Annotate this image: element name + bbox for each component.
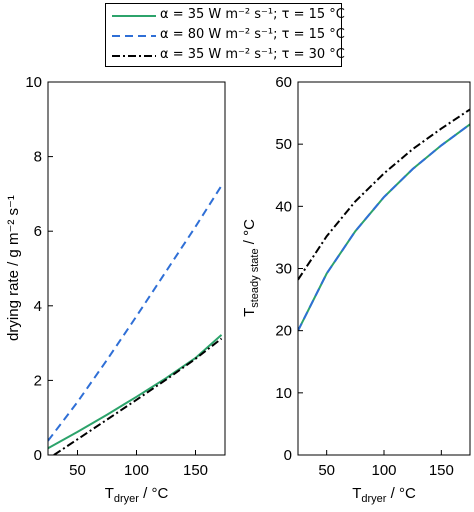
x-axis-label-unit: / °C	[386, 485, 416, 502]
y-tick-label: 10	[25, 74, 42, 91]
y-tick-label: 40	[275, 198, 292, 215]
y-tick-label: 30	[275, 261, 292, 278]
x-axis-label-sub: dryer	[114, 493, 139, 505]
y-tick-label: 4	[34, 298, 42, 315]
legend-label: α = 80 W m⁻² s⁻¹; τ = 15 °C	[160, 27, 345, 42]
legend-swatch-solid	[112, 15, 156, 17]
legend: α = 35 W m⁻² s⁻¹; τ = 15 °C α = 80 W m⁻²…	[105, 3, 345, 67]
y-tick-label: 0	[34, 447, 42, 464]
plot-1: 50 100 150 0 2 4 6 8 10 Tdryer / °C drying rate / …	[5, 74, 226, 505]
series-line-1	[298, 123, 470, 332]
series-line-3	[298, 108, 470, 281]
x-tick-label: 100	[124, 462, 149, 479]
x-axis-label-main: T	[105, 485, 114, 502]
y-tick-label: 2	[34, 372, 42, 389]
x-axis-label-sub: dryer	[361, 493, 386, 505]
x-tick-label: 150	[183, 462, 208, 479]
x-tick-label: 50	[318, 462, 335, 479]
legend-entry: α = 80 W m⁻² s⁻¹; τ = 15 °C	[106, 26, 345, 46]
legend-entry: α = 35 W m⁻² s⁻¹; τ = 15 °C	[106, 6, 345, 26]
legend-swatch-dashdot	[112, 55, 156, 57]
x-tick-label: 150	[429, 462, 454, 479]
y-axis-label-sub: steady state	[249, 248, 261, 307]
y-axis-label: Tsteady state / °C	[241, 219, 261, 317]
y-axis-label-main: T	[241, 308, 258, 317]
y-tick-label: 50	[275, 136, 292, 153]
y-tick-label: 0	[284, 447, 292, 464]
series-line-3	[53, 337, 223, 455]
x-axis-label: Tdryer / °C	[352, 485, 416, 505]
x-tick-label: 50	[69, 462, 86, 479]
y-tick-label: 10	[275, 385, 292, 402]
legend-swatch-dash	[112, 35, 156, 37]
plot-frame	[297, 81, 471, 456]
y-axis-label-unit: / °C	[241, 219, 258, 249]
y-tick-label: 6	[34, 223, 42, 240]
y-tick-label: 8	[34, 149, 42, 166]
x-axis-label: Tdryer / °C	[105, 485, 169, 505]
y-tick-label: 20	[275, 323, 292, 340]
x-axis-label-unit: / °C	[139, 485, 169, 502]
y-axis-label: drying rate / g m⁻² s⁻¹	[5, 195, 22, 341]
series-line-2	[298, 123, 470, 332]
legend-entry: α = 35 W m⁻² s⁻¹; τ = 30 °C	[106, 46, 345, 66]
series-line-2	[48, 185, 223, 442]
legend-label: α = 35 W m⁻² s⁻¹; τ = 30 °C	[160, 47, 345, 62]
series-line-1	[48, 334, 223, 450]
x-tick-label: 100	[371, 462, 396, 479]
x-axis-label-main: T	[352, 485, 361, 502]
y-tick-label: 60	[275, 74, 292, 91]
legend-label: α = 35 W m⁻² s⁻¹; τ = 15 °C	[160, 7, 345, 22]
